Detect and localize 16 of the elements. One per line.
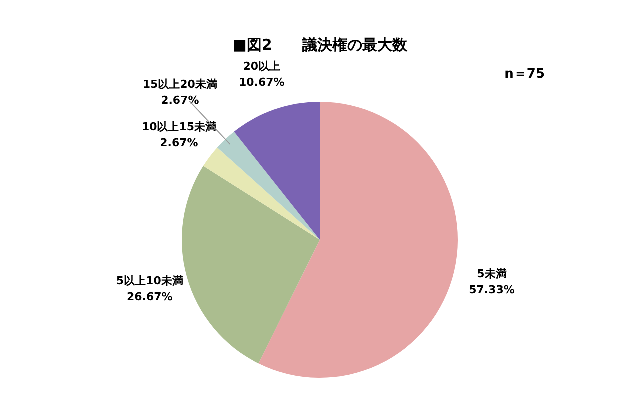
pie-slice [203, 148, 320, 240]
data-label: 10.67% [238, 76, 285, 90]
pie-slice [182, 166, 320, 364]
slice-label: 20以上 [243, 60, 281, 74]
slice-label: 5未満 [477, 267, 507, 280]
data-label: 26.67% [126, 290, 173, 304]
pie-slice [234, 102, 320, 240]
data-label: 2.67% [160, 136, 198, 150]
pie-slice [217, 132, 320, 240]
pie-slice [258, 102, 458, 378]
text: n＝75 [504, 67, 545, 82]
slice-label: 5以上10未満 [116, 274, 184, 288]
data-label: 2.67% [161, 94, 200, 108]
chart-title: ■図2 議決権の最大数 [232, 36, 408, 54]
slice-label: 15以上20未満 [142, 78, 218, 92]
data-label: 57.33% [469, 283, 515, 296]
